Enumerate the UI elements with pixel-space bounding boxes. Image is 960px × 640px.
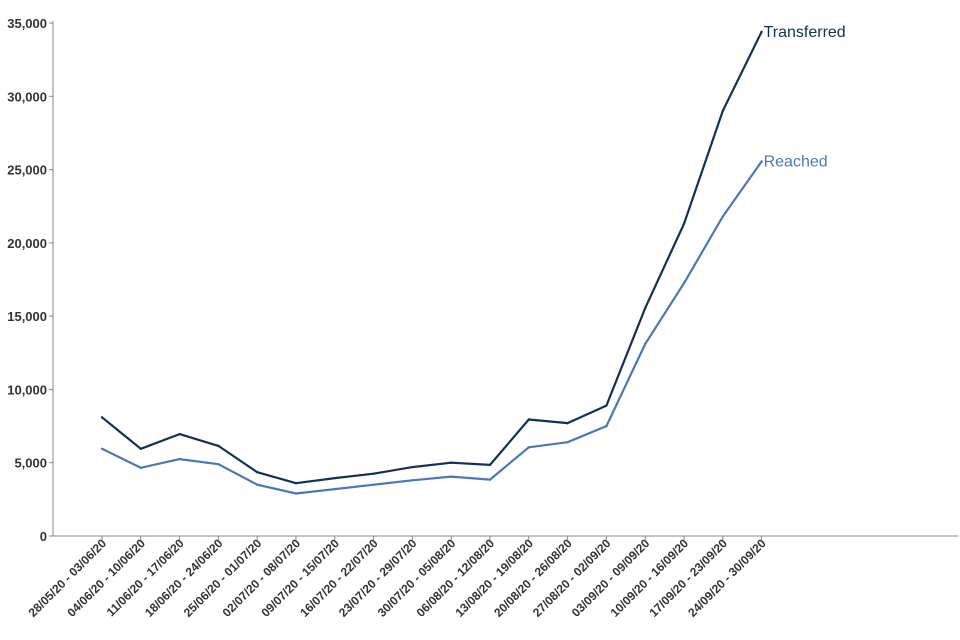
data-point-transferred	[294, 482, 298, 485]
data-point-reached	[527, 446, 530, 449]
series-line-reached	[101, 160, 763, 495]
data-point-transferred	[566, 421, 569, 425]
series-line-transferred	[101, 31, 763, 485]
data-point-reached	[217, 462, 220, 466]
data-point-transferred	[372, 472, 375, 475]
data-point-reached	[294, 492, 298, 495]
y-tick-label: 5,000	[14, 456, 47, 471]
data-point-reached	[333, 487, 336, 491]
y-tick-label: 30,000	[7, 89, 47, 104]
data-point-reached	[256, 483, 259, 486]
data-point-transferred	[760, 30, 763, 33]
data-point-transferred	[139, 447, 142, 450]
data-point-transferred	[527, 418, 530, 421]
data-point-reached	[411, 479, 414, 482]
y-tick-label: 0	[40, 529, 47, 544]
data-point-transferred	[488, 463, 492, 467]
data-point-reached	[566, 440, 569, 444]
data-point-transferred	[450, 461, 453, 464]
series-label-transferred: Transferred	[764, 24, 846, 41]
data-point-reached	[488, 478, 492, 481]
data-point-reached	[139, 466, 142, 470]
data-point-reached	[100, 447, 104, 450]
series-label-reached: Reached	[764, 154, 828, 171]
data-point-reached	[372, 483, 375, 486]
data-point-transferred	[644, 306, 647, 310]
data-point-transferred	[721, 109, 724, 113]
data-point-transferred	[256, 471, 259, 474]
data-point-reached	[450, 475, 453, 478]
y-tick-label: 25,000	[7, 163, 47, 178]
data-point-reached	[682, 281, 686, 285]
data-point-transferred	[333, 476, 336, 480]
y-tick-label: 20,000	[7, 236, 47, 251]
y-tick-label: 35,000	[7, 16, 47, 31]
data-point-transferred	[100, 416, 104, 419]
data-point-reached	[605, 424, 608, 428]
data-point-reached	[760, 160, 763, 163]
y-tick-label: 10,000	[7, 382, 47, 397]
data-point-reached	[178, 457, 181, 461]
data-point-transferred	[411, 465, 414, 469]
data-point-transferred	[217, 444, 220, 448]
data-point-reached	[644, 342, 647, 346]
data-point-reached	[721, 215, 724, 218]
data-point-transferred	[605, 404, 608, 407]
data-point-transferred	[178, 432, 181, 436]
y-tick-label: 15,000	[7, 309, 47, 324]
data-point-transferred	[682, 222, 686, 226]
